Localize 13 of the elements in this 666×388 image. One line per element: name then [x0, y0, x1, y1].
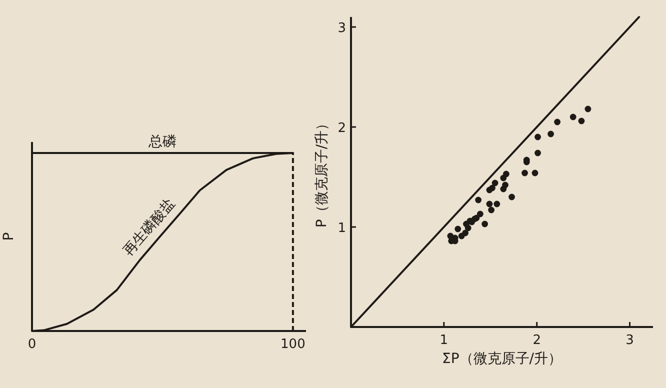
- y-tick-label: 1: [338, 221, 346, 236]
- y-axis-title: P（微克原子/升）: [314, 116, 330, 228]
- x-tick-label: 1: [440, 333, 448, 348]
- x-axis-title: ΣP（微克原子/升）: [442, 351, 562, 367]
- x-tick-label: 2: [532, 333, 541, 348]
- x-tick-label: 100: [280, 337, 306, 352]
- x-tick-label: 0: [28, 337, 36, 352]
- y-axis-title: P: [1, 232, 17, 241]
- series-label: 总磷: [147, 134, 176, 150]
- y-tick-label: 3: [338, 21, 346, 36]
- text: 再生磷酸盐: [120, 196, 178, 260]
- y-tick-label: 2: [338, 121, 346, 136]
- x-tick-label: 3: [626, 333, 634, 348]
